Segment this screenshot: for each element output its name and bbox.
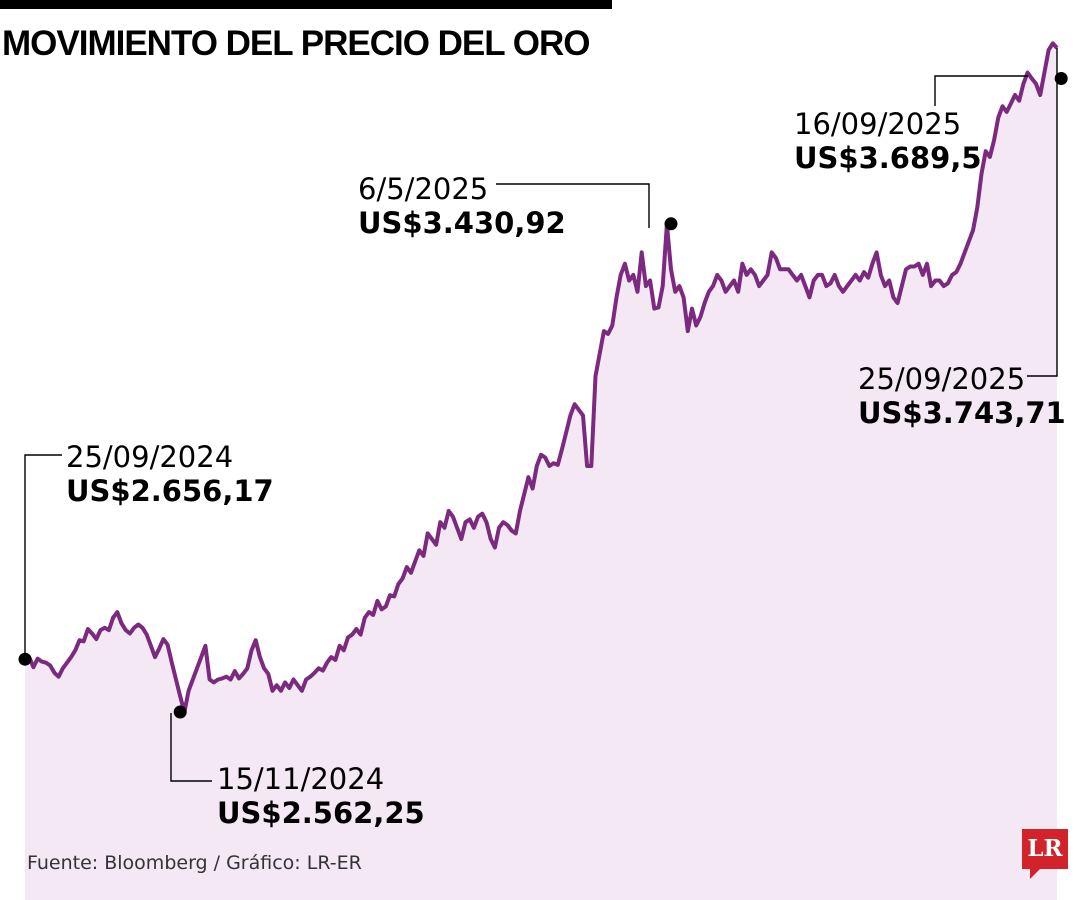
leader-line — [496, 183, 650, 228]
annotation-value: US$2.656,17 — [66, 474, 274, 508]
annotation-date: 25/09/2024 — [66, 440, 234, 474]
annotation-points — [18, 72, 1068, 719]
chart-title: MOVIMIENTO DEL PRECIO DEL ORO — [2, 24, 590, 63]
annotation-may: 6/5/2025 US$3.430,92 — [358, 172, 566, 240]
annotation-date: 15/11/2024 — [217, 762, 385, 796]
logo-background — [1022, 829, 1068, 869]
title-rule — [0, 0, 612, 9]
logo-text: LR — [1027, 835, 1063, 862]
annotation-date: 25/09/2025 — [858, 362, 1026, 396]
annotation-date: 6/5/2025 — [358, 172, 489, 206]
annotation-low: 15/11/2024 US$2.562,25 — [217, 762, 425, 830]
leader-line — [24, 454, 62, 660]
annotation-september: 16/09/2025 US$3.689,5 — [794, 107, 982, 175]
annotation-point — [664, 217, 678, 231]
annotation-value: US$3.743,71 — [858, 396, 1066, 430]
annotation-value: US$3.430,92 — [358, 206, 566, 240]
lr-logo: LR — [1022, 829, 1068, 879]
annotation-date: 16/09/2025 — [794, 107, 962, 141]
annotation-point — [18, 652, 32, 666]
annotation-point — [1054, 72, 1068, 85]
price-line — [24, 41, 1059, 715]
leader-line — [1027, 48, 1058, 377]
leader-line — [170, 713, 212, 782]
annotation-end: 25/09/2025 US$3.743,71 — [858, 362, 1066, 430]
annotation-value: US$2.562,25 — [217, 796, 425, 830]
annotation-point — [173, 705, 187, 719]
annotation-leaders — [24, 48, 1058, 782]
annotation-start: 25/09/2024 US$2.656,17 — [66, 440, 274, 508]
logo-tail — [1030, 869, 1040, 879]
leader-line — [934, 75, 1028, 106]
price-area — [25, 43, 1057, 900]
source-note: Fuente: Bloomberg / Gráfico: LR-ER — [27, 852, 362, 874]
annotation-value: US$3.689,5 — [794, 141, 982, 175]
